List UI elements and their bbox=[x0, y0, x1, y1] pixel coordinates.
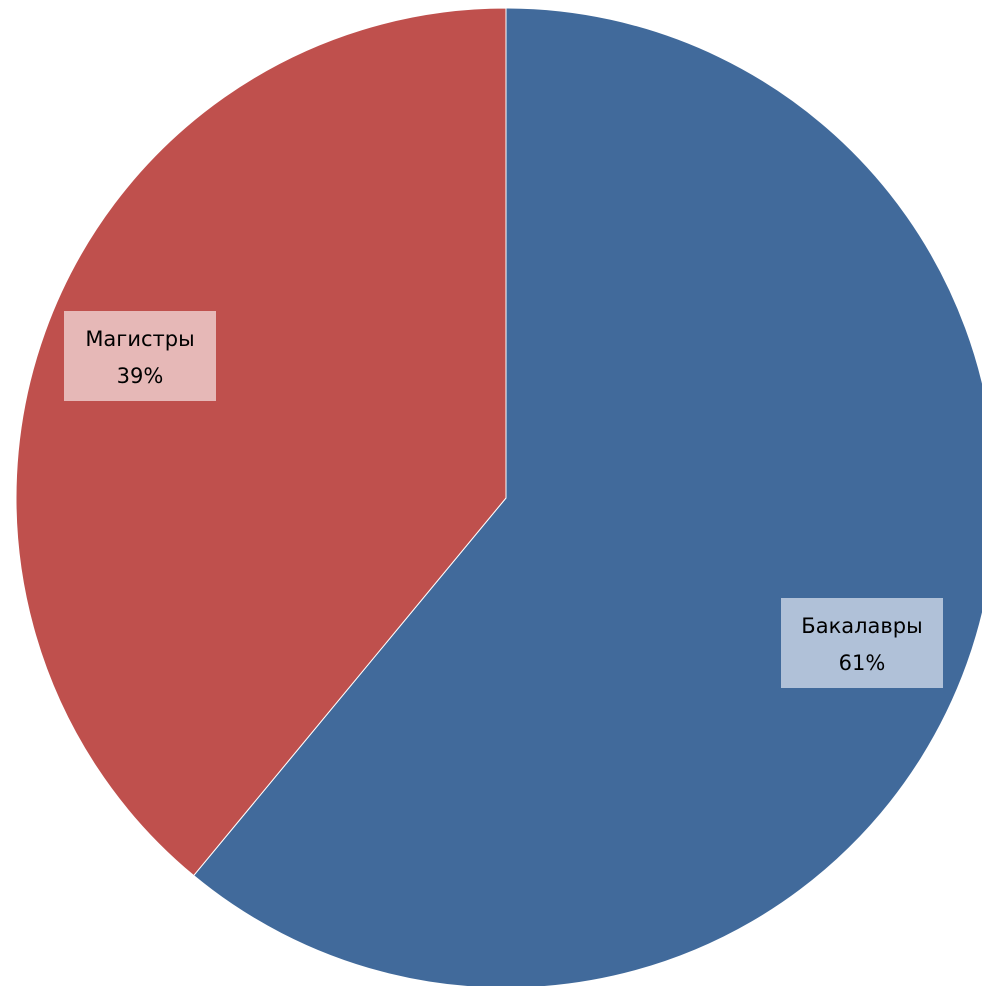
slice-percent-label: 39% bbox=[117, 364, 164, 388]
slice-label-1: Бакалавры 61% bbox=[781, 598, 943, 688]
pie-slice-1 bbox=[192, 7, 982, 986]
pie-slice-2 bbox=[15, 7, 507, 877]
slice-category-label: Бакалавры bbox=[801, 614, 922, 638]
slice-label-2: Магистры 39% bbox=[64, 311, 216, 401]
pie-labels: Бакалавры 61% Магистры 39% bbox=[64, 311, 943, 688]
slice-label-box bbox=[781, 598, 943, 688]
slice-percent-label: 61% bbox=[839, 651, 886, 675]
slice-category-label: Магистры bbox=[85, 327, 194, 351]
slice-label-box bbox=[64, 311, 216, 401]
pie-slices bbox=[15, 7, 982, 986]
